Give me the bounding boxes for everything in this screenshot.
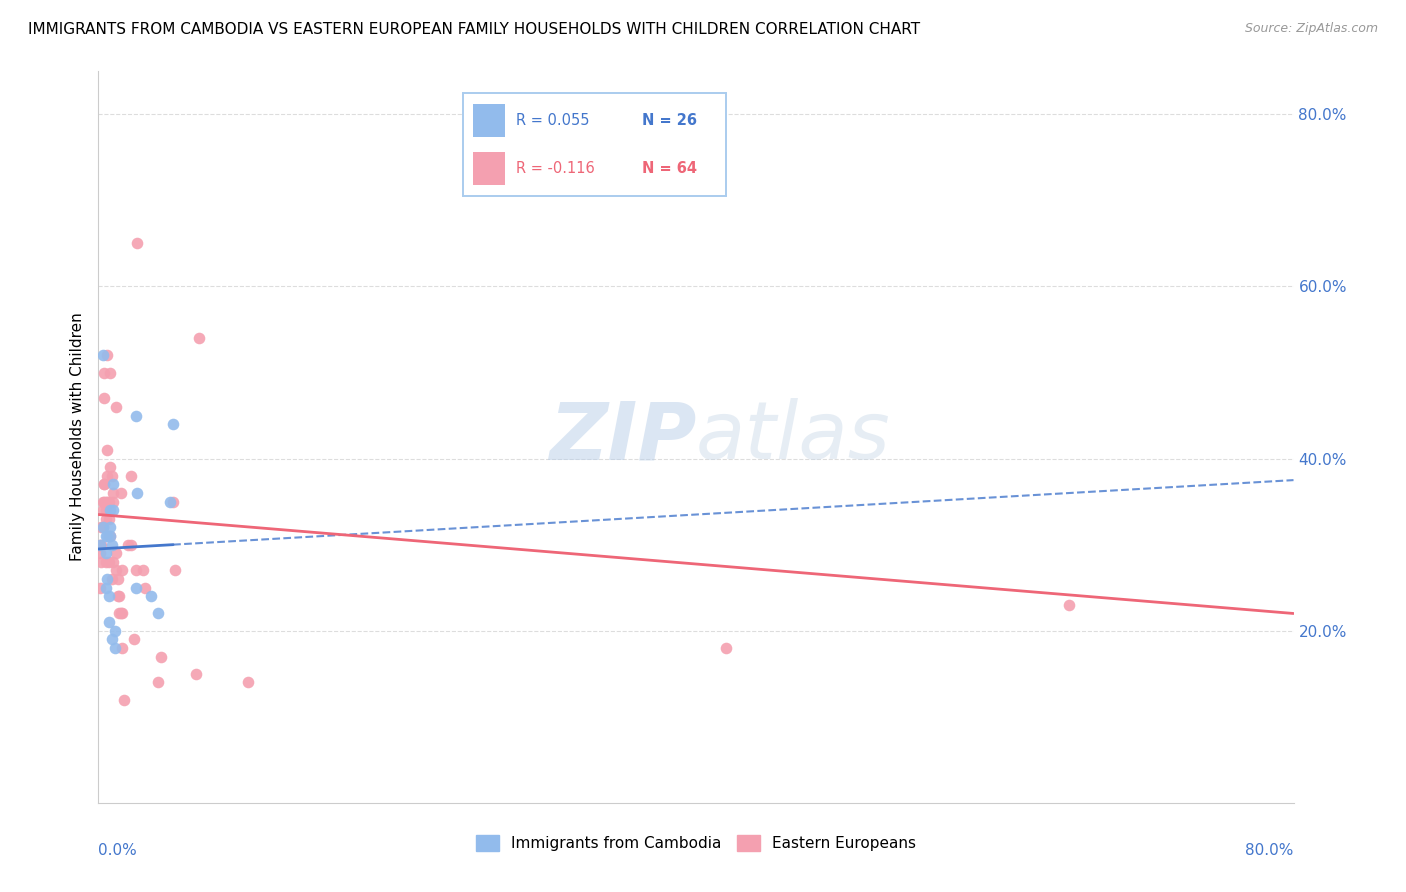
Point [90,555,112,569]
Point [105,546,128,560]
Point [107,589,129,603]
Text: 80.0%: 80.0% [1246,843,1294,858]
Point [139,589,162,603]
Point [94,494,117,508]
Point [103,494,125,508]
Point [97,494,120,508]
Point [132,564,155,578]
Point [127,236,149,251]
Point [94,546,117,560]
Point [90,538,112,552]
Point [89,546,111,560]
Point [184,666,207,681]
Point [91,494,114,508]
Point [96,348,118,362]
Point [94,512,117,526]
Point [236,675,259,690]
Point [162,417,184,432]
Point [150,649,173,664]
Point [103,477,125,491]
Point [94,529,117,543]
Y-axis label: Family Households with Children: Family Households with Children [69,313,84,561]
Point [96,468,118,483]
Point [187,331,209,345]
Point [98,366,122,380]
Point [110,486,132,500]
Point [91,503,114,517]
Point [134,581,156,595]
Point [98,529,122,543]
Text: ZIP: ZIP [548,398,696,476]
Point [97,589,120,603]
Point [125,581,148,595]
Point [97,529,120,543]
Point [103,486,125,500]
Point [104,640,127,655]
Point [714,640,737,655]
Point [105,564,128,578]
Point [101,572,124,586]
Point [112,692,135,706]
Point [124,632,146,647]
Point [103,503,125,517]
Text: Source: ZipAtlas.com: Source: ZipAtlas.com [1244,22,1378,36]
Point [108,589,131,603]
Point [163,564,186,578]
Point [97,615,120,629]
Point [96,442,118,457]
Point [108,607,131,621]
Point [148,607,170,621]
Point [98,503,122,517]
Point [98,520,122,534]
Point [98,529,122,543]
Legend: Immigrants from Cambodia, Eastern Europeans: Immigrants from Cambodia, Eastern Europe… [470,830,922,857]
Point [94,555,117,569]
Point [104,624,127,638]
Point [94,503,117,517]
Point [96,529,118,543]
Point [94,581,117,595]
Point [111,607,134,621]
Point [97,555,120,569]
Point [93,477,115,491]
Point [96,572,118,586]
Point [162,494,184,508]
Point [105,400,128,414]
Point [125,564,148,578]
Point [93,392,115,406]
Text: atlas: atlas [696,398,891,476]
Point [91,520,114,534]
Point [91,348,114,362]
Point [101,538,124,552]
Point [93,477,115,491]
Point [93,494,115,508]
Text: 0.0%: 0.0% [98,843,138,858]
Point [127,486,149,500]
Point [120,468,142,483]
Point [97,512,120,526]
Point [111,640,134,655]
Point [159,494,181,508]
Point [91,520,114,534]
Point [111,564,134,578]
Point [89,538,111,552]
Point [1059,598,1081,612]
Point [103,555,125,569]
Point [90,520,112,534]
Point [125,409,148,423]
Point [120,538,142,552]
Text: IMMIGRANTS FROM CAMBODIA VS EASTERN EUROPEAN FAMILY HOUSEHOLDS WITH CHILDREN COR: IMMIGRANTS FROM CAMBODIA VS EASTERN EURO… [28,22,921,37]
Point [93,366,115,380]
Point [117,538,139,552]
Point [89,581,111,595]
Point [96,494,118,508]
Point [110,607,132,621]
Point [148,675,170,690]
Point [107,572,129,586]
Point [89,538,111,552]
Point [98,460,122,475]
Point [101,632,124,647]
Point [101,468,124,483]
